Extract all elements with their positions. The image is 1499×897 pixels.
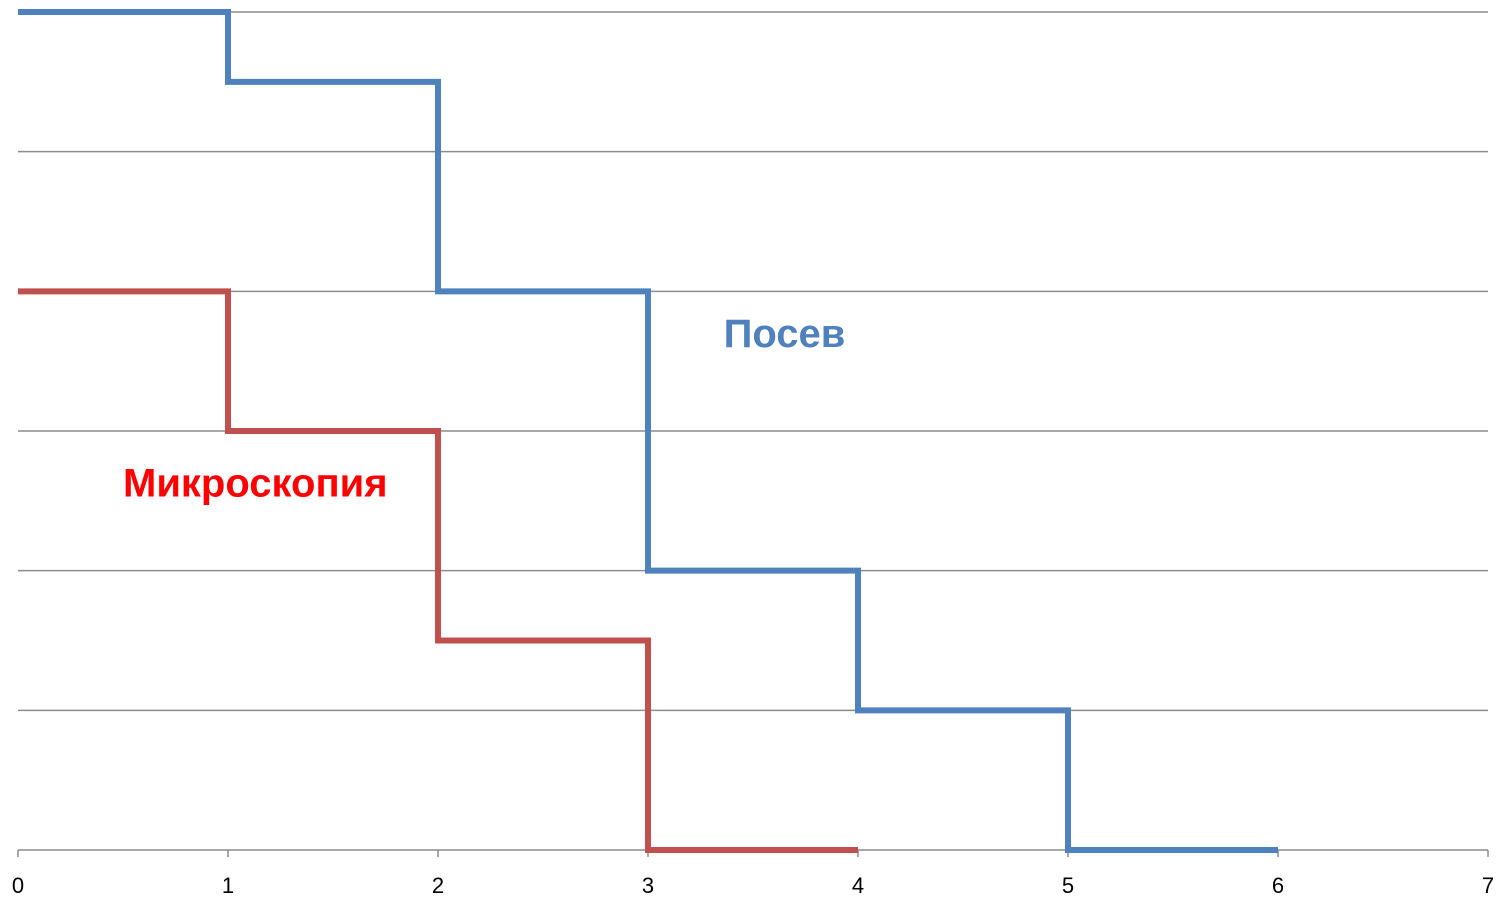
x-tick-label-7: 7 (1482, 873, 1494, 897)
series-label-posev: Посев (724, 312, 846, 356)
x-tick-label-3: 3 (642, 873, 654, 897)
x-tick-label-5: 5 (1062, 873, 1074, 897)
gridlines (18, 11, 1488, 712)
x-tick-label-4: 4 (852, 873, 864, 897)
x-tick-label-2: 2 (432, 873, 444, 897)
series-line-posev (18, 9, 1278, 853)
series-label-mikroskopiya: Микроскопия (123, 462, 388, 506)
series-lines (18, 9, 1278, 853)
series-labels: Посев Микроскопия (123, 312, 845, 505)
x-tick-label-0: 0 (12, 873, 24, 897)
series-line-mikroskopiya (18, 288, 858, 853)
x-tick-label-1: 1 (222, 873, 234, 897)
x-axis: 0 1 2 3 4 5 6 7 (12, 849, 1494, 897)
x-tick-label-6: 6 (1272, 873, 1284, 897)
